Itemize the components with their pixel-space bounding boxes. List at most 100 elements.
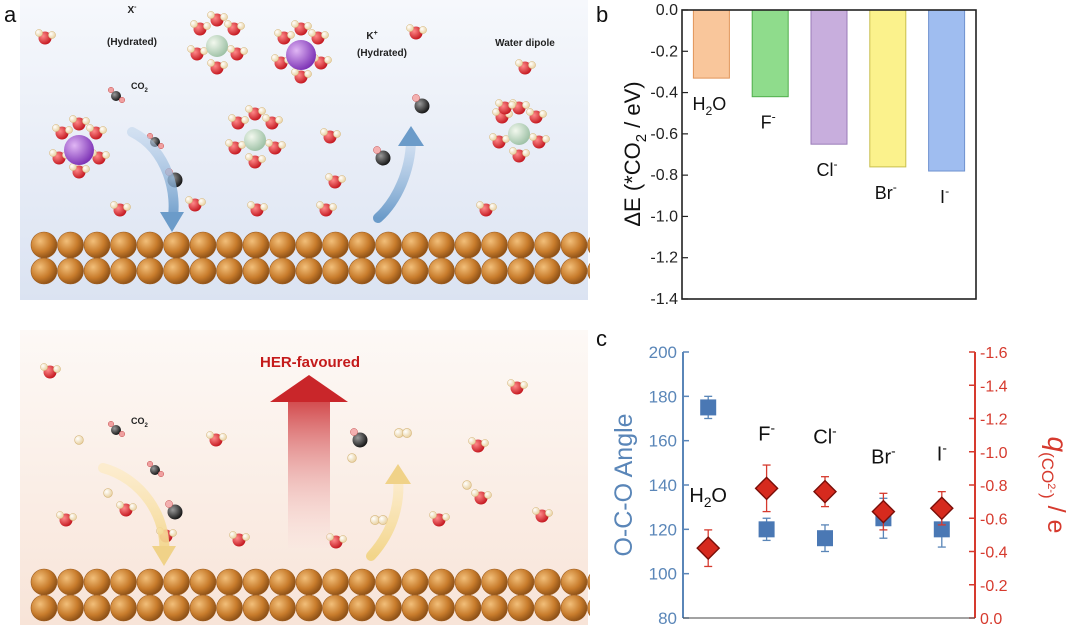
bar-category-label-4: I- [940, 184, 949, 207]
label-her-favoured: HER-favoured [260, 354, 360, 371]
hydrated-cation-cluster-3 [489, 99, 549, 162]
adsorption-arrowhead [160, 212, 184, 232]
copper-atom [481, 231, 508, 259]
bar-4 [928, 9, 966, 172]
copper-atom [375, 257, 402, 285]
copper-atom [481, 257, 508, 285]
hydrated-anion-cluster [49, 115, 109, 178]
copper-atom [401, 594, 429, 622]
panel-b-bar-chart: H2O F- Cl- Br- I- 0.0 -0.2 -0.4 -0.6 -0.8 -1.0 -1.… [620, 2, 977, 308]
bar-3 [869, 9, 907, 168]
copper-atom [587, 236, 590, 254]
charge-point-2 [813, 479, 837, 504]
panel-letter-c: c [596, 326, 607, 351]
bar-y-tick-label: 0.0 [656, 2, 678, 19]
charge-point-1 [754, 476, 779, 501]
bar-y-tick-label: -0.8 [650, 167, 678, 184]
copper-atom [401, 568, 429, 596]
charge-axis-label: q(CO2-) / e [1038, 437, 1070, 534]
copper-atom [560, 231, 588, 259]
charge-tick-label: 0.0 [980, 611, 1002, 625]
copper-atom [454, 568, 482, 596]
copper-atom [57, 231, 84, 259]
copper-atom [136, 568, 164, 596]
angle-tick-label: 200 [649, 343, 677, 362]
copper-atom [534, 257, 561, 285]
copper-atom [189, 594, 217, 622]
scatter-category-label-3: Br- [871, 444, 896, 469]
copper-atom [534, 568, 561, 596]
angle-tick-label: 160 [649, 432, 677, 451]
copper-atom [534, 231, 561, 259]
scatter-category-label-1: F- [758, 420, 775, 445]
copper-atom [375, 231, 402, 259]
angle-point-0 [700, 399, 717, 416]
copper-atom [110, 257, 137, 285]
copper-atom [348, 568, 376, 596]
charge-tick-label: -0.2 [980, 578, 1008, 595]
h2-molecules [74, 392, 472, 525]
label-anion-hydrated: (Hydrated) [107, 37, 157, 48]
copper-atom [30, 231, 58, 259]
angle-tick-label: 140 [649, 476, 677, 495]
copper-atom [560, 257, 588, 285]
angle-tick-label: 100 [649, 565, 677, 584]
charge-tick-label: -0.6 [980, 511, 1008, 528]
copper-atom [348, 231, 376, 259]
bar-category-label-0: H2O [692, 94, 726, 118]
bar-category-label-3: Br- [875, 180, 897, 203]
copper-atom [83, 594, 111, 622]
copper-atom [269, 594, 296, 622]
panel-a-schematic: X- (Hydrated) K+ (Hydrated) Water dipole… [20, 0, 590, 625]
copper-atom [375, 594, 402, 622]
hydrated-cation-cluster [187, 11, 247, 74]
copper-atom [216, 257, 243, 285]
copper-atom [587, 599, 590, 617]
copper-atom [242, 594, 270, 622]
copper-atom [560, 594, 588, 622]
panel-letter-a: a [4, 2, 17, 27]
copper-atom [269, 231, 296, 259]
copper-atom [57, 568, 84, 596]
scatter-category-label-4: I- [937, 440, 947, 465]
copper-atom [30, 257, 58, 285]
bar-chart-frame [681, 9, 977, 300]
copper-atom [242, 568, 270, 596]
bar-1 [751, 9, 789, 98]
label-anion: X- [127, 4, 137, 16]
copper-atom [587, 262, 590, 280]
scatter-category-label-2: Cl- [813, 424, 836, 449]
copper-atom [269, 257, 296, 285]
copper-atom [110, 594, 137, 622]
her-arrow-shaft [288, 398, 330, 548]
copper-atom [163, 568, 190, 596]
co2-approach-arrow [98, 463, 170, 561]
copper-atom [295, 257, 323, 285]
angle-axis-label: O-C-O Angle [610, 413, 638, 556]
bar-chart-y-label: ΔE (*CO2 / eV) [620, 81, 650, 226]
label-cation-hydrated: (Hydrated) [357, 48, 407, 59]
copper-atom [295, 594, 323, 622]
copper-atom [428, 231, 455, 259]
copper-atom [507, 257, 535, 285]
copper-atom [57, 594, 84, 622]
label-co2-top: CO2 [131, 81, 149, 94]
copper-atom [428, 257, 455, 285]
copper-atom [507, 568, 535, 596]
charge-tick-label: -1.2 [980, 412, 1008, 429]
copper-atom [189, 257, 217, 285]
copper-atom [507, 231, 535, 259]
copper-surface-bottom [30, 568, 590, 622]
charge-tick-label: -1.6 [980, 345, 1008, 362]
co2-approach-arrowhead [152, 546, 176, 566]
copper-atom [216, 231, 243, 259]
copper-atom [163, 231, 190, 259]
copper-atom [295, 231, 323, 259]
label-cation: K+ [366, 30, 377, 42]
copper-atom [454, 594, 482, 622]
scatter-category-label-0: H2O [689, 485, 727, 510]
charge-point-4 [929, 496, 954, 521]
bar-y-tick-label: -1.4 [650, 291, 678, 308]
copper-atom [216, 594, 243, 622]
copper-atom [136, 257, 164, 285]
